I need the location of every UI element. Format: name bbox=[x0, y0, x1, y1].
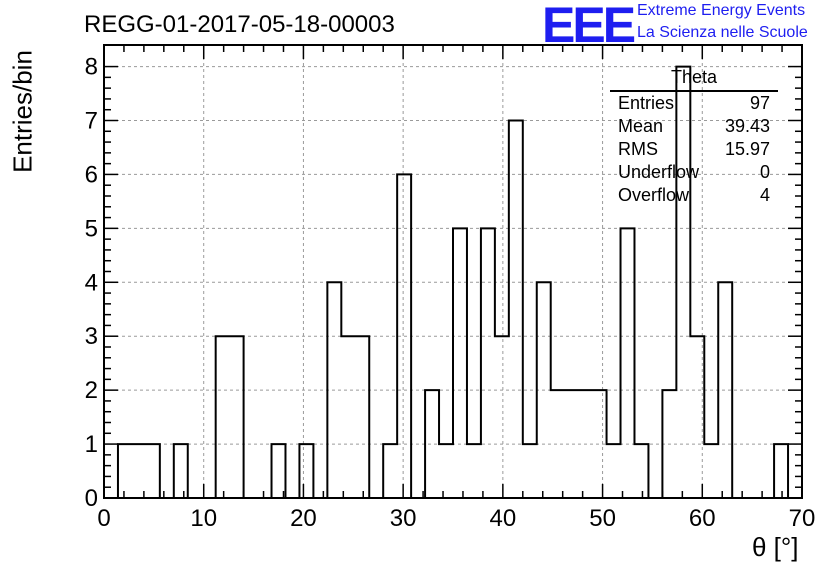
x-tick-label: 50 bbox=[589, 505, 616, 532]
y-tick-label: 0 bbox=[85, 485, 98, 512]
stats-row-rms: RMS 15.97 bbox=[610, 138, 778, 161]
logo-text-line2: La Scienza nelle Scuole bbox=[637, 24, 808, 41]
stats-label: Overflow bbox=[618, 185, 690, 205]
stats-row-underflow: Underflow 0 bbox=[610, 161, 778, 184]
y-tick-label: 3 bbox=[85, 323, 98, 350]
y-tick-label: 1 bbox=[85, 431, 98, 458]
stats-value: 4 bbox=[759, 185, 770, 205]
x-axis-label: θ [°] bbox=[752, 532, 799, 562]
stats-value: 0 bbox=[759, 162, 770, 182]
x-tick-label: 30 bbox=[390, 505, 417, 532]
x-tick-label: 40 bbox=[490, 505, 517, 532]
eee-logo: EEE bbox=[542, 0, 636, 53]
x-tick-label: 60 bbox=[689, 505, 716, 532]
stats-label: RMS bbox=[618, 139, 658, 159]
y-tick-label: 8 bbox=[85, 54, 98, 81]
stats-box: Theta Entries 97 Mean 39.43 RMS 15.97 Un… bbox=[610, 66, 778, 207]
x-tick-label: 0 bbox=[97, 505, 110, 532]
stats-value: 39.43 bbox=[724, 116, 770, 136]
y-tick-label: 4 bbox=[85, 269, 98, 296]
x-tick-label: 10 bbox=[190, 505, 217, 532]
y-axis-label: Entries/bin bbox=[7, 50, 38, 173]
histogram-title: REGG-01-2017-05-18-00003 bbox=[84, 11, 395, 38]
stats-value: 97 bbox=[749, 93, 770, 113]
y-tick-label: 7 bbox=[85, 108, 98, 135]
x-tick-label: 70 bbox=[789, 505, 816, 532]
x-tick-label: 20 bbox=[290, 505, 317, 532]
stats-label: Underflow bbox=[618, 162, 700, 182]
stats-row-mean: Mean 39.43 bbox=[610, 115, 778, 138]
stats-row-overflow: Overflow 4 bbox=[610, 184, 778, 207]
axis-ticks bbox=[103, 45, 803, 499]
y-tick-label: 5 bbox=[85, 215, 98, 242]
logo-text-line1: Extreme Energy Events bbox=[637, 2, 806, 19]
stats-label: Entries bbox=[618, 93, 675, 113]
y-tick-label: 6 bbox=[85, 161, 98, 188]
stats-value: 15.97 bbox=[724, 139, 770, 159]
y-tick-label: 2 bbox=[85, 377, 98, 404]
histogram-series bbox=[116, 65, 790, 499]
stats-title: Theta bbox=[610, 66, 778, 92]
stats-label: Mean bbox=[618, 116, 664, 136]
stats-row-entries: Entries 97 bbox=[610, 92, 778, 115]
